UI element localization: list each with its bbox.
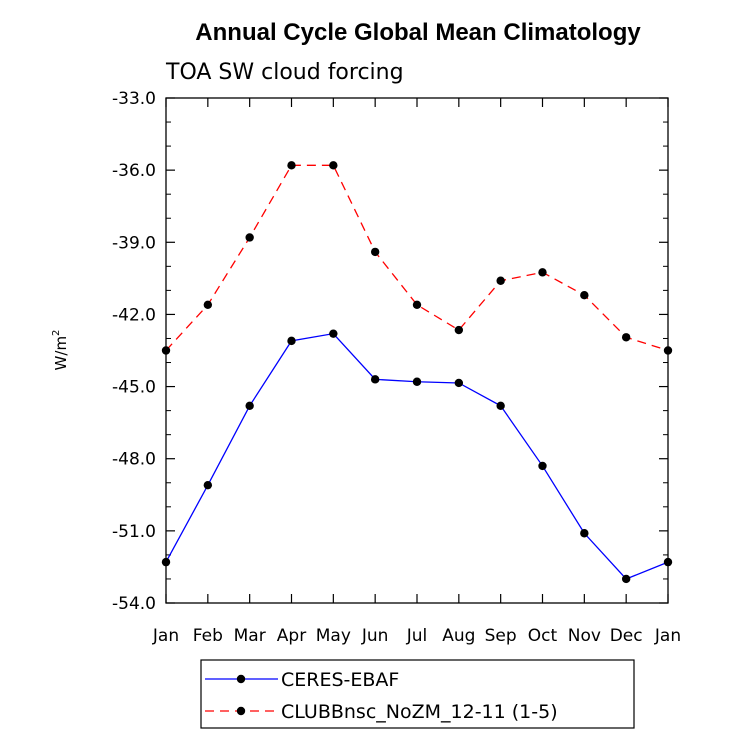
x-tick-label: Feb	[193, 626, 223, 646]
y-tick-label: -54.0	[112, 594, 156, 614]
series-clubbnsc-nozm	[161, 161, 673, 355]
series-ceres-ebaf	[161, 329, 673, 584]
data-point	[496, 276, 505, 285]
data-point	[329, 161, 338, 170]
data-point	[245, 233, 254, 242]
data-point	[412, 377, 422, 386]
y-tick-label: -45.0	[112, 378, 156, 398]
data-point	[496, 401, 505, 411]
series-line	[165, 164, 669, 352]
x-tick-label: Dec	[610, 626, 643, 646]
data-point	[621, 333, 631, 342]
x-tick-label: Jul	[406, 626, 428, 646]
x-tick-label: May	[316, 626, 351, 646]
data-point	[161, 346, 171, 355]
data-point	[663, 346, 673, 355]
axes-layer: -33.0 -36.0 -39.0 -42.0 -45.0 -48.0 -51.0 -54.0…	[112, 89, 681, 646]
chart-title: Annual Cycle Global Mean Climatology	[195, 19, 641, 46]
series-line	[165, 332, 669, 580]
data-point	[454, 378, 464, 388]
x-tick-label: Aug	[442, 626, 475, 646]
data-point	[287, 161, 296, 170]
y-axis-label-superscript: 2	[51, 330, 62, 336]
chart-subtitle: TOA SW cloud forcing	[165, 60, 404, 85]
y-tick-label: -33.0	[112, 89, 156, 109]
legend-box	[200, 659, 635, 729]
legend-marker	[236, 706, 246, 716]
x-tick-label: Jan	[654, 626, 681, 646]
data-point	[412, 300, 422, 310]
data-point	[203, 480, 213, 490]
y-axis-label: W/m2	[51, 330, 70, 371]
data-point	[329, 329, 338, 338]
data-point	[538, 461, 547, 471]
y-tick-label: -36.0	[112, 161, 156, 181]
data-point	[245, 401, 254, 411]
x-tick-label: Jun	[361, 626, 389, 646]
legend: CERES-EBAF CLUBBnsc_NoZM_12-11 (1-5)	[200, 659, 635, 729]
y-tick-label: -48.0	[112, 450, 156, 470]
data-point	[454, 325, 464, 335]
y-tick-label: -51.0	[112, 522, 156, 542]
y-tick-label: -42.0	[112, 305, 156, 325]
legend-label: CERES-EBAF	[281, 669, 399, 691]
plot-frame	[165, 97, 669, 604]
x-tick-label: Jan	[152, 626, 179, 646]
x-tick-label: Sep	[485, 626, 517, 646]
data-point	[161, 557, 171, 567]
data-point	[203, 300, 213, 310]
data-point	[580, 529, 589, 538]
x-tick-label: Apr	[277, 626, 306, 646]
data-point	[580, 290, 589, 300]
legend-marker	[236, 674, 246, 684]
data-point	[370, 375, 380, 384]
x-tick-label: Oct	[528, 626, 558, 646]
x-tick-label: Nov	[568, 626, 601, 646]
y-tick-label: -39.0	[112, 233, 156, 253]
series-layer	[161, 161, 673, 584]
legend-label: CLUBBnsc_NoZM_12-11 (1-5)	[281, 701, 558, 723]
data-point	[621, 574, 631, 584]
data-point	[663, 557, 673, 567]
data-point	[370, 247, 380, 257]
data-point	[538, 268, 547, 277]
x-tick-label: Mar	[234, 626, 266, 646]
data-point	[287, 336, 296, 346]
